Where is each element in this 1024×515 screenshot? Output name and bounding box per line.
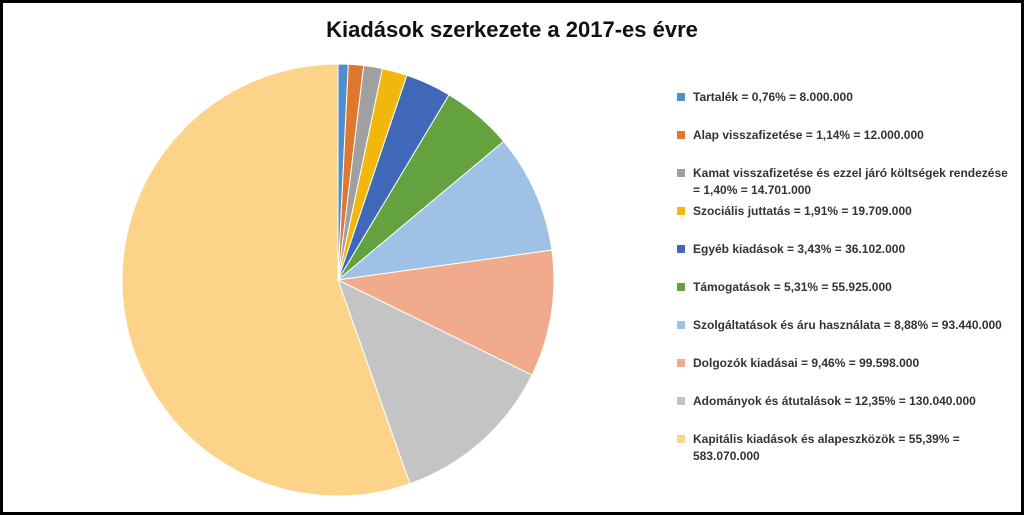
legend-item: Dolgozók kiadásai = 9,46% = 99.598.000 [677, 355, 1012, 393]
legend-label: Szolgáltatások és áru használata = 8,88%… [693, 318, 1002, 332]
legend-label: Alap visszafizetése = 1,14% = 12.000.000 [693, 128, 924, 142]
legend-swatch [677, 283, 685, 291]
legend-label: Dolgozók kiadásai = 9,46% = 99.598.000 [693, 356, 920, 370]
legend-label: Egyéb kiadások = 3,43% = 36.102.000 [693, 242, 906, 256]
legend-label: Szociális juttatás = 1,91% = 19.709.000 [693, 204, 912, 218]
legend-swatch [677, 435, 685, 443]
pie-slice [336, 249, 555, 376]
legend-swatch [677, 169, 685, 177]
legend-swatch [677, 397, 685, 405]
legend-swatch [677, 93, 685, 101]
legend-item: Tartalék = 0,76% = 8.000.000 [677, 89, 1012, 127]
legend-swatch [677, 207, 685, 215]
legend-label: Kamat visszafizetése és ezzel járó költs… [693, 166, 1008, 197]
pie-slice [121, 63, 411, 497]
chart-title: Kiadások szerkezete a 2017-es évre [326, 17, 698, 42]
legend-item: Egyéb kiadások = 3,43% = 36.102.000 [677, 241, 1012, 279]
legend-item: Kamat visszafizetése és ezzel járó költs… [677, 165, 1012, 203]
legend-swatch [677, 245, 685, 253]
legend-swatch [677, 359, 685, 367]
legend-item: Szociális juttatás = 1,91% = 19.709.000 [677, 203, 1012, 241]
legend: Tartalék = 0,76% = 8.000.000 Alap visszaf… [677, 89, 1012, 469]
legend-label: Tartalék = 0,76% = 8.000.000 [693, 90, 853, 104]
legend-label: Adományok és átutalások = 12,35% = 130.0… [693, 394, 976, 408]
legend-item: Kapitális kiadások és alapeszközök = 55,… [677, 431, 1012, 469]
pie-area [121, 63, 555, 497]
legend-item: Adományok és átutalások = 12,35% = 130.0… [677, 393, 1012, 431]
legend-swatch [677, 131, 685, 139]
legend-label: Támogatások = 5,31% = 55.925.000 [693, 280, 892, 294]
legend-swatch [677, 321, 685, 329]
pie-slice [337, 279, 533, 485]
pie-slice [336, 140, 553, 281]
legend-item: Alap visszafizetése = 1,14% = 12.000.000 [677, 127, 1012, 165]
legend-label: Kapitális kiadások és alapeszközök = 55,… [693, 432, 960, 463]
legend-item: Szolgáltatások és áru használata = 8,88%… [677, 317, 1012, 355]
legend-item: Támogatások = 5,31% = 55.925.000 [677, 279, 1012, 317]
